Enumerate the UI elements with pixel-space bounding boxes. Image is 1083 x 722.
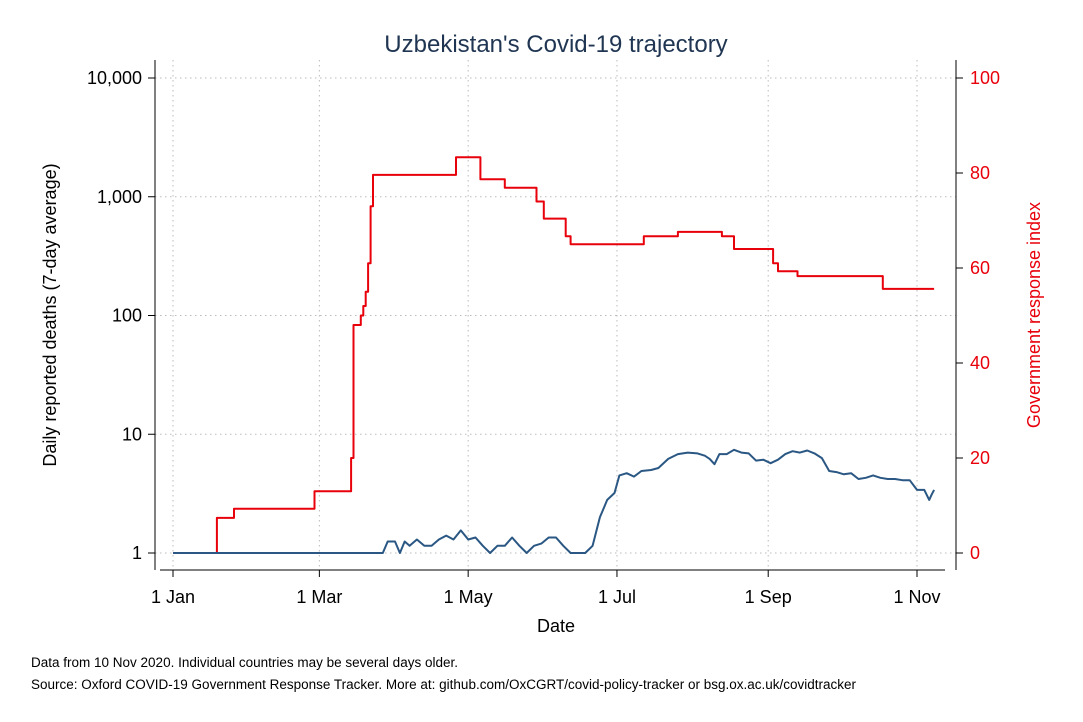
x-tick-label: 1 Jan bbox=[151, 587, 195, 607]
x-tick-label: 1 Jul bbox=[598, 587, 636, 607]
x-axis-label: Date bbox=[537, 616, 575, 636]
data-note: Data from 10 Nov 2020. Individual countr… bbox=[31, 655, 458, 670]
x-tick-label: 1 Mar bbox=[296, 587, 342, 607]
tick-labels: 1 10 100 1,000 10,000 1 Jan 1 Mar 1 May 1 Jul 1 S… bbox=[87, 68, 1000, 607]
daily-deaths-line bbox=[173, 448, 935, 554]
x-tick-label: 1 Sep bbox=[745, 587, 792, 607]
x-tick-label: 1 May bbox=[444, 587, 493, 607]
x-tick-label: 1 Nov bbox=[893, 587, 940, 607]
source-note: Source: Oxford COVID-19 Government Respo… bbox=[31, 677, 857, 692]
y2-axis-label: Government response index bbox=[1024, 202, 1044, 428]
series bbox=[173, 156, 935, 554]
y2-tick-label: 80 bbox=[970, 163, 990, 183]
y-axis-label: Daily reported deaths (7-day average) bbox=[40, 163, 60, 466]
y2-tick-label: 60 bbox=[970, 258, 990, 278]
response-index-line bbox=[173, 156, 935, 554]
y2-tick-label: 20 bbox=[970, 448, 990, 468]
y-tick-label: 100 bbox=[112, 306, 142, 326]
grid bbox=[155, 60, 956, 570]
y-tick-label: 1,000 bbox=[97, 187, 142, 207]
y-tick-label: 1 bbox=[132, 543, 142, 563]
chart-title: Uzbekistan's Covid-19 trajectory bbox=[384, 31, 727, 58]
y2-tick-label: 100 bbox=[970, 68, 1000, 88]
y2-tick-label: 0 bbox=[970, 543, 980, 563]
y-tick-label: 10,000 bbox=[87, 68, 142, 88]
axes bbox=[148, 60, 963, 577]
y2-tick-label: 40 bbox=[970, 353, 990, 373]
y-tick-label: 10 bbox=[122, 424, 142, 444]
